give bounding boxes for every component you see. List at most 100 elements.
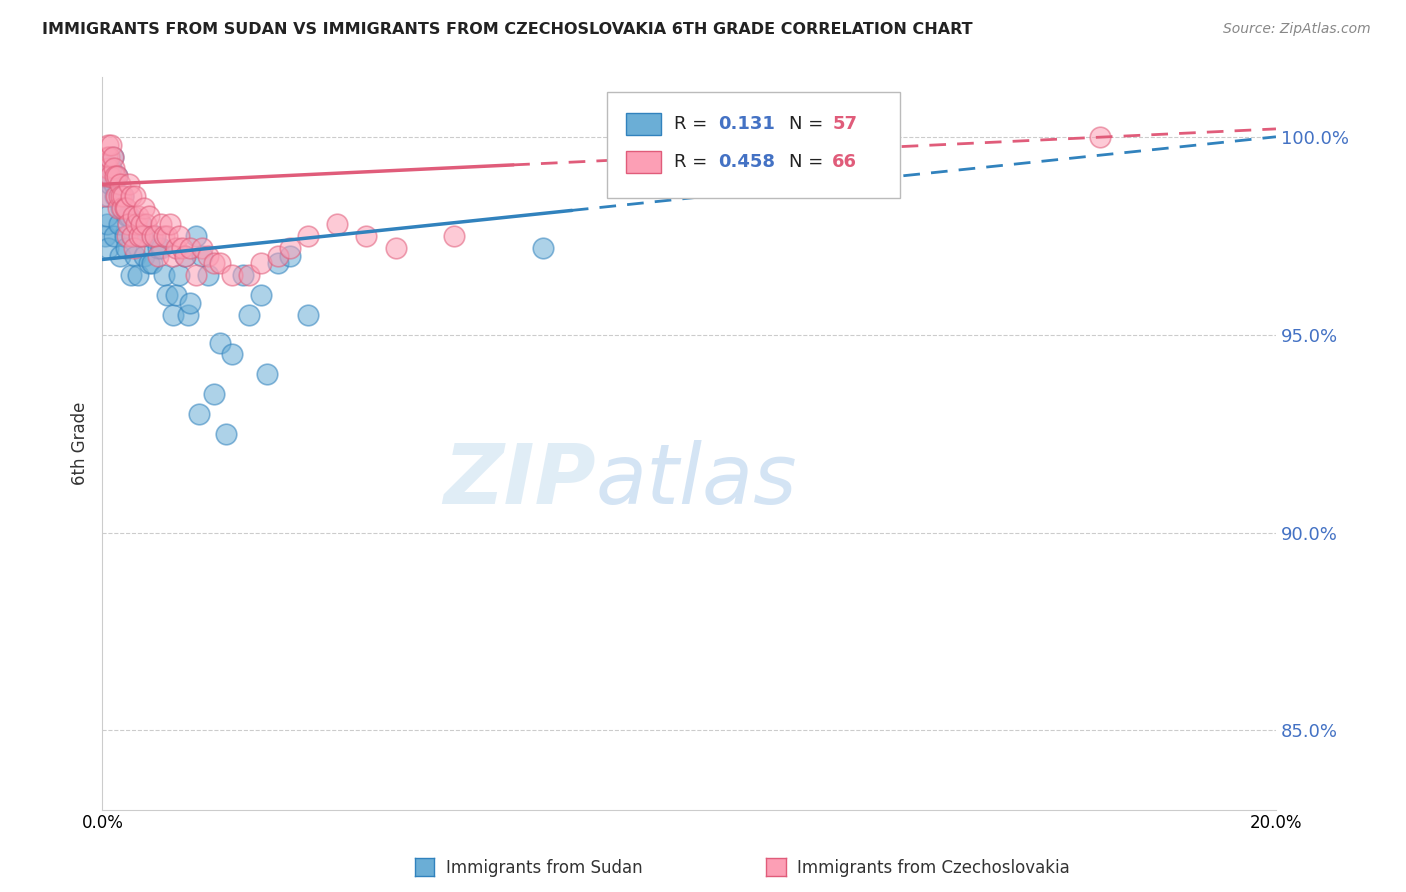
Point	[96, 209, 118, 223]
Point	[98, 169, 121, 184]
Point	[256, 368, 278, 382]
Point	[278, 241, 301, 255]
Text: R =: R =	[673, 114, 713, 133]
Point	[114, 201, 136, 215]
Point	[108, 217, 131, 231]
Point	[101, 150, 124, 164]
Point	[141, 228, 163, 243]
Point	[120, 189, 142, 203]
Point	[385, 241, 408, 255]
Point	[127, 268, 149, 283]
Point	[153, 268, 176, 283]
Point	[1088, 129, 1111, 144]
Point	[100, 137, 122, 152]
Point	[114, 228, 136, 243]
Point	[170, 241, 193, 255]
Point	[214, 426, 236, 441]
Y-axis label: 6th Grade: 6th Grade	[72, 401, 89, 485]
Point	[148, 248, 170, 262]
Point	[96, 150, 118, 164]
Point	[153, 228, 176, 243]
Point	[100, 161, 122, 176]
Point	[96, 169, 118, 184]
Point	[104, 189, 127, 203]
Point	[120, 268, 142, 283]
Point	[197, 268, 219, 283]
Point	[105, 169, 128, 184]
Point	[97, 137, 120, 152]
Point	[202, 387, 225, 401]
Text: ZIP: ZIP	[443, 440, 595, 521]
Point	[132, 248, 155, 262]
Point	[121, 228, 143, 243]
Point	[110, 189, 132, 203]
Text: 57: 57	[832, 114, 858, 133]
Point	[197, 248, 219, 262]
Point	[124, 248, 146, 262]
Point	[186, 228, 208, 243]
Point	[297, 228, 319, 243]
Point	[221, 268, 243, 283]
Point	[103, 178, 125, 192]
Point	[111, 189, 134, 203]
Point	[107, 201, 129, 215]
Point	[97, 189, 120, 203]
Point	[127, 209, 149, 223]
Point	[96, 217, 118, 231]
Point	[132, 201, 155, 215]
Point	[232, 268, 254, 283]
Text: 0.458: 0.458	[718, 153, 776, 170]
Point	[115, 228, 138, 243]
Point	[176, 308, 198, 322]
Point	[267, 248, 290, 262]
Point	[356, 228, 378, 243]
Point	[117, 217, 139, 231]
Point	[108, 248, 131, 262]
Point	[129, 217, 152, 231]
Point	[202, 256, 225, 270]
Point	[131, 228, 153, 243]
Point	[156, 288, 179, 302]
Point	[97, 241, 120, 255]
Text: N =: N =	[789, 153, 830, 170]
Text: Immigrants from Sudan: Immigrants from Sudan	[446, 859, 643, 877]
Point	[150, 241, 173, 255]
Point	[250, 288, 273, 302]
Point	[97, 161, 120, 176]
Point	[143, 228, 166, 243]
Point	[115, 201, 138, 215]
Point	[103, 228, 125, 243]
Point	[121, 228, 143, 243]
Point	[138, 256, 160, 270]
Point	[98, 150, 121, 164]
Point	[122, 241, 145, 255]
Point	[105, 169, 128, 184]
Point	[186, 268, 208, 283]
Point	[250, 256, 273, 270]
Text: IMMIGRANTS FROM SUDAN VS IMMIGRANTS FROM CZECHOSLOVAKIA 6TH GRADE CORRELATION CH: IMMIGRANTS FROM SUDAN VS IMMIGRANTS FROM…	[42, 22, 973, 37]
Point	[128, 228, 150, 243]
Point	[173, 248, 195, 262]
Point	[98, 178, 121, 192]
Text: R =: R =	[673, 153, 713, 170]
Point	[104, 169, 127, 184]
Point	[443, 228, 465, 243]
Point	[141, 256, 163, 270]
Point	[238, 268, 260, 283]
Point	[278, 248, 301, 262]
Point	[118, 209, 141, 223]
Point	[531, 241, 554, 255]
Point	[115, 241, 138, 255]
Point	[108, 189, 131, 203]
Text: 0.131: 0.131	[718, 114, 776, 133]
Text: N =: N =	[789, 114, 830, 133]
Point	[94, 189, 117, 203]
Text: Source: ZipAtlas.com: Source: ZipAtlas.com	[1223, 22, 1371, 37]
Point	[156, 228, 179, 243]
Point	[179, 241, 201, 255]
Point	[150, 217, 173, 231]
Point	[167, 268, 190, 283]
Text: Immigrants from Czechoslovakia: Immigrants from Czechoslovakia	[797, 859, 1070, 877]
Point	[110, 201, 132, 215]
FancyBboxPatch shape	[626, 112, 661, 135]
